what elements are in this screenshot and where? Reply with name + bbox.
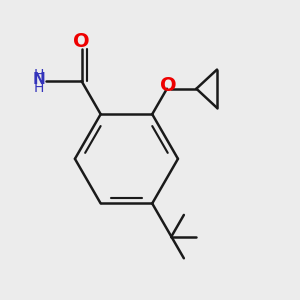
- Text: H: H: [34, 68, 44, 82]
- Text: O: O: [160, 76, 177, 95]
- Text: O: O: [73, 32, 90, 51]
- Text: N: N: [32, 72, 45, 87]
- Text: H: H: [34, 80, 44, 94]
